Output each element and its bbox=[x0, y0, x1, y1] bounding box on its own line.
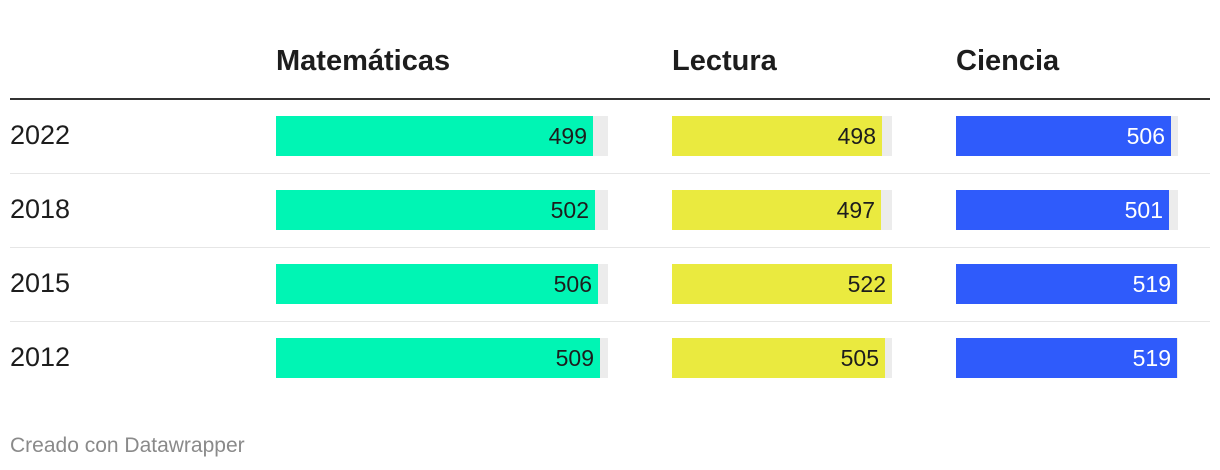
bar-value-label: 519 bbox=[1132, 271, 1171, 297]
table-header: Matemáticas Lectura Ciencia bbox=[0, 45, 1220, 85]
table-row: 2012 509 505 519 bbox=[0, 322, 1220, 396]
bar-track: 519 bbox=[956, 264, 1178, 304]
row-year-label: 2015 bbox=[10, 268, 71, 298]
bar-value-label: 502 bbox=[550, 197, 589, 223]
bar-value-label: 506 bbox=[553, 271, 592, 297]
bar-track: 519 bbox=[956, 338, 1178, 378]
row-year-label: 2022 bbox=[10, 120, 71, 150]
bar-lectura bbox=[672, 116, 882, 156]
row-divider bbox=[10, 321, 1210, 322]
bar-track: 497 bbox=[672, 190, 892, 230]
column-header-ciencia: Ciencia bbox=[956, 45, 1060, 77]
bar-value-label: 519 bbox=[1132, 345, 1171, 371]
bar-lectura bbox=[672, 264, 892, 304]
bar-value-label: 505 bbox=[840, 345, 879, 371]
row-divider bbox=[10, 247, 1210, 248]
bar-track: 498 bbox=[672, 116, 892, 156]
bar-track: 506 bbox=[956, 116, 1178, 156]
bar-track: 509 bbox=[276, 338, 608, 378]
header-divider bbox=[10, 98, 1210, 100]
bar-value-label: 501 bbox=[1124, 197, 1163, 223]
bar-value-label: 522 bbox=[847, 271, 886, 297]
row-year-label: 2012 bbox=[10, 342, 71, 372]
table-row: 2015 506 522 519 bbox=[0, 248, 1220, 322]
bar-lectura bbox=[672, 190, 881, 230]
bar-track: 501 bbox=[956, 190, 1178, 230]
bar-track: 499 bbox=[276, 116, 608, 156]
bar-track: 502 bbox=[276, 190, 608, 230]
bar-matematicas bbox=[276, 338, 600, 378]
row-divider bbox=[10, 173, 1210, 174]
bar-value-label: 509 bbox=[555, 345, 594, 371]
bar-matematicas bbox=[276, 116, 593, 156]
bar-value-label: 497 bbox=[836, 197, 875, 223]
bar-value-label: 498 bbox=[837, 123, 876, 149]
bar-matematicas bbox=[276, 264, 598, 304]
bar-value-label: 506 bbox=[1126, 123, 1165, 149]
bar-track: 505 bbox=[672, 338, 892, 378]
row-year-label: 2018 bbox=[10, 194, 71, 224]
bar-value-label: 499 bbox=[548, 123, 587, 149]
bar-track: 522 bbox=[672, 264, 892, 304]
column-header-lectura: Lectura bbox=[672, 45, 777, 77]
bar-track: 506 bbox=[276, 264, 608, 304]
bar-ciencia bbox=[956, 264, 1177, 304]
bar-ciencia bbox=[956, 338, 1177, 378]
table-row: 2018 502 497 501 bbox=[0, 174, 1220, 248]
bar-lectura bbox=[672, 338, 885, 378]
credit-text: Creado con Datawrapper bbox=[10, 434, 245, 457]
bar-matematicas bbox=[276, 190, 595, 230]
table-row: 2022 499 498 506 bbox=[0, 100, 1220, 174]
bar-ciencia bbox=[956, 190, 1169, 230]
column-header-matematicas: Matemáticas bbox=[276, 45, 451, 77]
bar-ciencia bbox=[956, 116, 1171, 156]
